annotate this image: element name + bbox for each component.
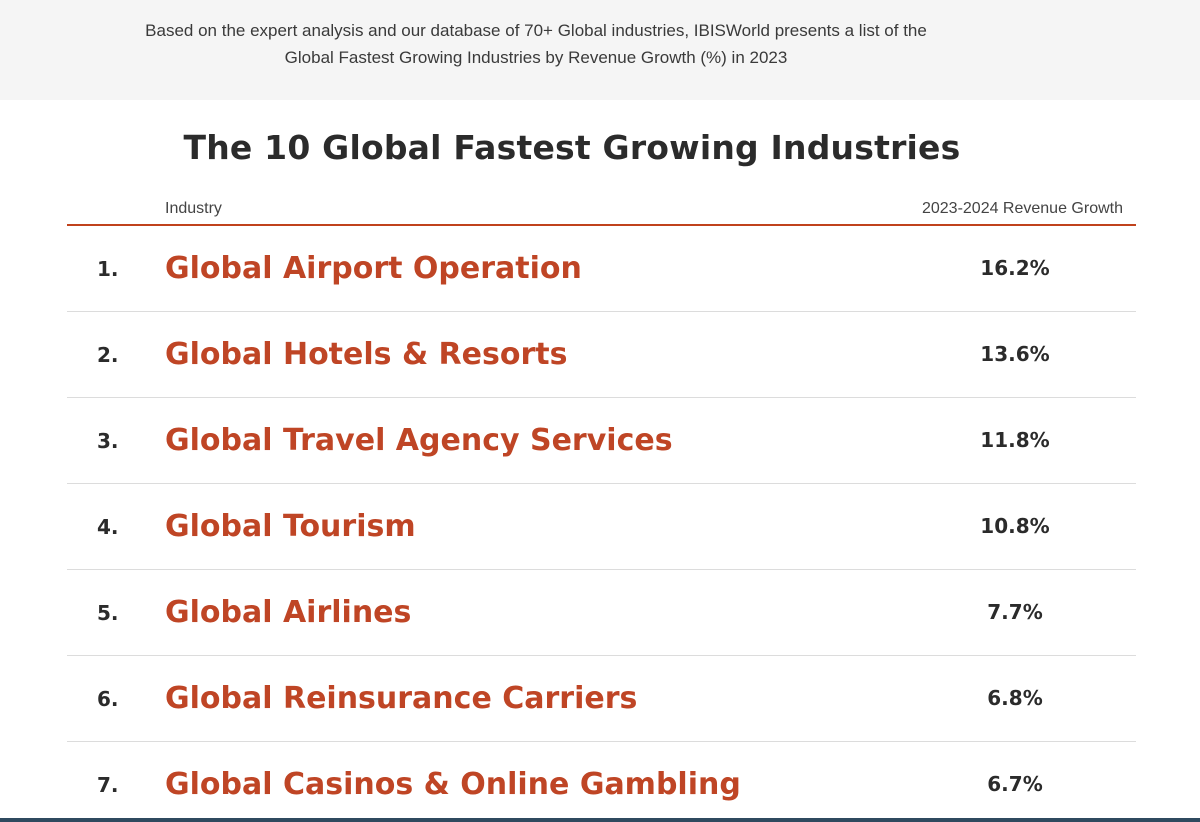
revenue-growth-value: 6.8% <box>987 686 1043 710</box>
table-row: 2. Global Hotels & Resorts 13.6% <box>67 312 1136 398</box>
header-divider <box>67 224 1136 226</box>
industry-list: 1. Global Airport Operation 16.2% 2. Glo… <box>67 226 1136 822</box>
rank-number: 5. <box>97 601 119 625</box>
rank-number: 2. <box>97 343 119 367</box>
intro-text-line-2: Global Fastest Growing Industries by Rev… <box>284 48 788 67</box>
table-row: 1. Global Airport Operation 16.2% <box>67 226 1136 312</box>
industry-link[interactable]: Global Hotels & Resorts <box>165 337 568 372</box>
rank-number: 4. <box>97 515 119 539</box>
revenue-growth-value: 16.2% <box>980 256 1050 280</box>
column-header-industry: Industry <box>165 200 222 217</box>
column-header-revenue-growth: 2023-2024 Revenue Growth <box>921 200 1123 217</box>
table-row: 7. Global Casinos & Online Gambling 6.7% <box>67 742 1136 822</box>
industry-link[interactable]: Global Travel Agency Services <box>165 423 673 458</box>
table-row: 3. Global Travel Agency Services 11.8% <box>67 398 1136 484</box>
table-row: 6. Global Reinsurance Carriers 6.8% <box>67 656 1136 742</box>
table-row: 4. Global Tourism 10.8% <box>67 484 1136 570</box>
rank-number: 3. <box>97 429 119 453</box>
intro-banner: Based on the expert analysis and our dat… <box>0 0 1200 100</box>
rank-number: 1. <box>97 257 119 281</box>
revenue-growth-value: 13.6% <box>980 342 1050 366</box>
industry-link[interactable]: Global Airlines <box>165 595 412 630</box>
rank-number: 6. <box>97 687 119 711</box>
revenue-growth-value: 7.7% <box>987 600 1043 624</box>
rank-number: 7. <box>97 773 119 797</box>
intro-text-line-1: Based on the expert analysis and our dat… <box>145 21 927 40</box>
table-row: 5. Global Airlines 7.7% <box>67 570 1136 656</box>
revenue-growth-value: 11.8% <box>980 428 1050 452</box>
industry-link[interactable]: Global Airport Operation <box>165 251 582 286</box>
industry-link[interactable]: Global Reinsurance Carriers <box>165 681 638 716</box>
bottom-edge-bar <box>0 818 1200 822</box>
industry-link[interactable]: Global Casinos & Online Gambling <box>165 767 741 802</box>
industry-link[interactable]: Global Tourism <box>165 509 416 544</box>
revenue-growth-value: 6.7% <box>987 772 1043 796</box>
page-title: The 10 Global Fastest Growing Industries <box>183 128 961 167</box>
revenue-growth-value: 10.8% <box>980 514 1050 538</box>
